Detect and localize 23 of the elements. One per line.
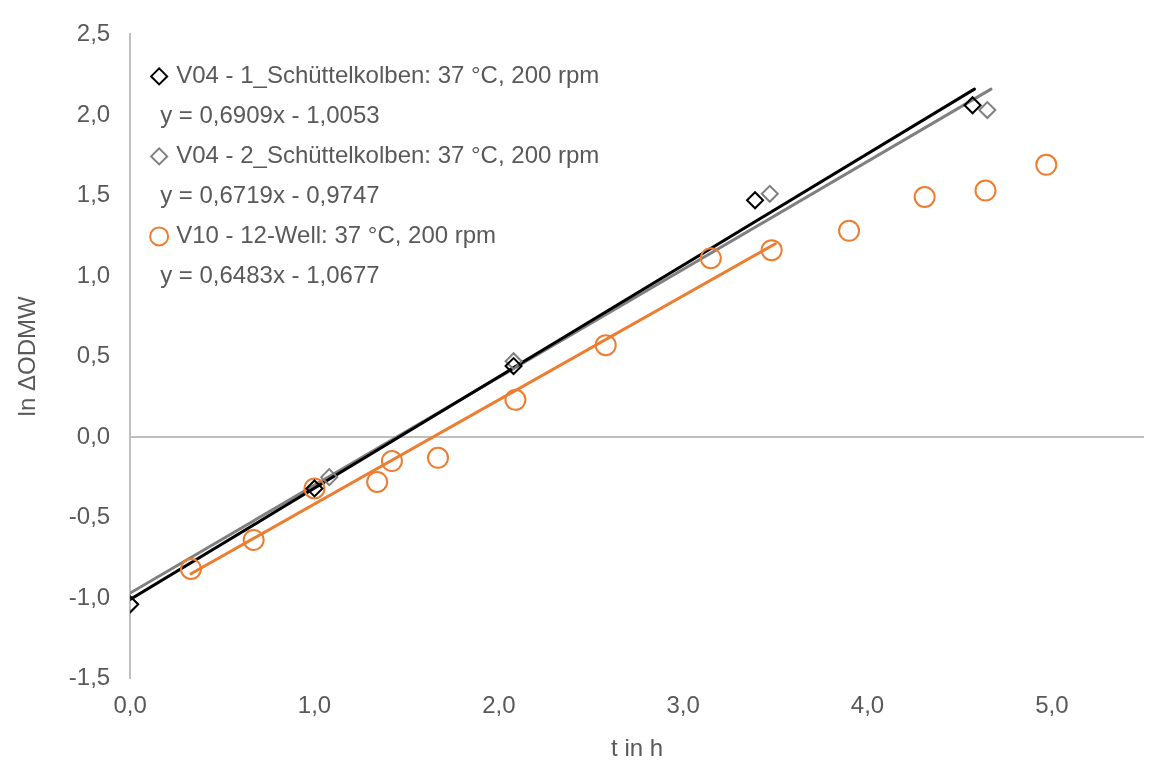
y-tick-label: 2,0 <box>76 99 111 127</box>
y-tick-label: -1,0 <box>68 582 111 610</box>
x-tick-label: 0,0 <box>113 691 147 719</box>
y-axis-title: ln ΔODMW <box>13 296 41 417</box>
x-tick-label: 5,0 <box>1035 691 1069 719</box>
y-tick-label: 1,0 <box>76 260 111 288</box>
annotation: y = 0,6719x - 0,9747 <box>160 181 380 209</box>
y-tick-label: 1,5 <box>76 180 111 208</box>
x-tick-label: 2,0 <box>482 691 516 719</box>
y-tick-label: -1,5 <box>68 663 111 691</box>
annotation: y = 0,6909x - 1,0053 <box>160 101 380 129</box>
legend-label: V10 - 12-Well: 37 °C, 200 rpm <box>176 221 497 249</box>
y-tick-label: 0,0 <box>76 421 111 449</box>
x-axis-title: t in h <box>611 734 664 762</box>
legend-label: V04 - 2_Schüttelkolben: 37 °C, 200 rpm <box>176 141 600 169</box>
x-tick-label: 3,0 <box>666 691 700 719</box>
x-tick-label: 4,0 <box>850 691 885 719</box>
y-tick-label: 2,5 <box>76 19 111 47</box>
x-tick-label: 1,0 <box>297 691 332 719</box>
y-tick-label: -0,5 <box>68 502 111 530</box>
legend-label: V04 - 1_Schüttelkolben: 37 °C, 200 rpm <box>176 61 600 89</box>
y-tick-label: 0,5 <box>76 341 111 369</box>
annotation: y = 0,6483x - 1,0677 <box>160 261 380 289</box>
